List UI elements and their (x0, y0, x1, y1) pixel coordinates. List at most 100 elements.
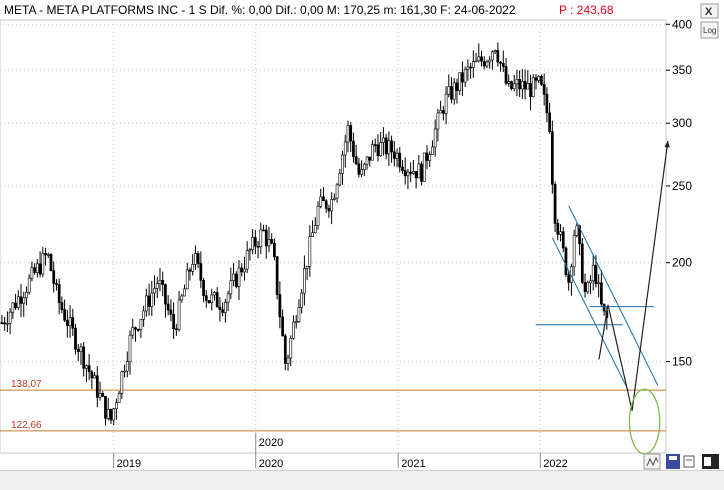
candle-body (357, 163, 361, 175)
candle-body (349, 125, 353, 142)
candle-body (199, 263, 203, 281)
x-axis: 2019 2020 2021 2022 2020 (113, 433, 568, 470)
print-button[interactable] (683, 455, 695, 468)
candle-body (286, 357, 290, 364)
candle-body (270, 239, 274, 244)
panel-toggle-button[interactable] (702, 454, 719, 469)
y-tick-label: 200 (672, 256, 692, 270)
grid-layer (0, 20, 666, 453)
save-button[interactable] (666, 454, 680, 469)
candle-body (496, 50, 500, 63)
candle-body (248, 249, 252, 252)
candle-body (458, 72, 462, 91)
candle-body (134, 327, 137, 330)
candle-body (594, 264, 598, 285)
candle-body (545, 94, 549, 114)
candle-body (322, 196, 325, 202)
candle-body (510, 81, 513, 89)
candle-body (185, 269, 189, 290)
candle-body (33, 267, 37, 273)
candle-body (11, 302, 15, 313)
zigzag-icon[interactable] (646, 456, 659, 467)
candle-body (515, 79, 519, 85)
candle-body (289, 337, 293, 359)
candle-body (529, 83, 532, 97)
candle-body (262, 229, 265, 232)
close-button[interactable]: X (700, 3, 719, 19)
candle-body (491, 51, 494, 61)
candle-body (164, 284, 167, 305)
candle-body (548, 112, 551, 132)
candle-body (428, 154, 432, 161)
candle-body (600, 282, 603, 305)
log-toggle-frame[interactable] (700, 21, 719, 39)
candle-body (362, 163, 366, 170)
candle-body (52, 270, 56, 284)
candle-body (0, 322, 4, 324)
print-icon[interactable] (683, 455, 695, 468)
candle-body (243, 268, 246, 273)
candle-body (354, 156, 358, 165)
log-label[interactable]: Log (703, 26, 716, 35)
candle-body (44, 253, 47, 256)
panel-icon-pane (704, 457, 711, 466)
candle-body (49, 254, 53, 271)
close-icon[interactable]: X (705, 6, 713, 18)
candle-body (161, 280, 165, 285)
candle-body (387, 140, 391, 155)
candle-body (264, 229, 268, 247)
candle-body (106, 408, 110, 419)
candle-body (36, 263, 39, 273)
support-label: 122,66 (11, 420, 42, 431)
candle-body (376, 144, 380, 157)
support-levels: 138,07 122,66 (0, 379, 666, 432)
candle-body (169, 309, 173, 315)
candle-body (477, 56, 481, 62)
candle-body (224, 301, 227, 313)
candle-body (444, 93, 448, 114)
candle-body (591, 264, 595, 282)
candle-body (259, 229, 263, 248)
candle-body (234, 273, 238, 287)
candle-body (466, 66, 470, 70)
candle-body (74, 327, 77, 350)
chart-header: META - META PLATFORMS INC - 1 S Dif. %: … (4, 3, 516, 17)
candle-body (433, 128, 437, 148)
candle-body (38, 263, 42, 275)
channel-line (568, 205, 659, 386)
candle-body (275, 256, 279, 295)
x-tick-label: 2019 (117, 458, 141, 470)
candle-body (65, 319, 69, 327)
log-scale-toggle[interactable]: Log (700, 21, 719, 39)
candle-body (125, 361, 129, 372)
candle-body (379, 142, 383, 157)
candle-body (409, 171, 413, 174)
candle-body (191, 264, 195, 272)
y-tick-label: 150 (672, 355, 692, 369)
close-button-frame[interactable] (700, 3, 719, 19)
candle-body (575, 225, 579, 236)
candlestick-series (0, 42, 609, 426)
candle-body (300, 292, 304, 308)
candle-body (455, 82, 459, 91)
candle-body (150, 292, 154, 307)
candle-body (480, 56, 483, 62)
candle-body (313, 225, 317, 234)
candle-body (395, 152, 399, 159)
candle-body (8, 311, 12, 324)
candle-body (232, 273, 235, 281)
candle-body (19, 296, 23, 304)
candle-body (303, 268, 306, 294)
candle-body (112, 408, 116, 421)
candle-body (213, 292, 216, 296)
candle-body (305, 265, 309, 269)
candle-body (371, 144, 374, 161)
zigzag-tool-button[interactable] (643, 453, 661, 470)
candle-body (281, 316, 284, 337)
candle-body (172, 313, 175, 330)
candle-body (25, 291, 28, 299)
candle-body (567, 274, 571, 283)
candle-body (68, 317, 72, 327)
candle-body (117, 392, 121, 404)
